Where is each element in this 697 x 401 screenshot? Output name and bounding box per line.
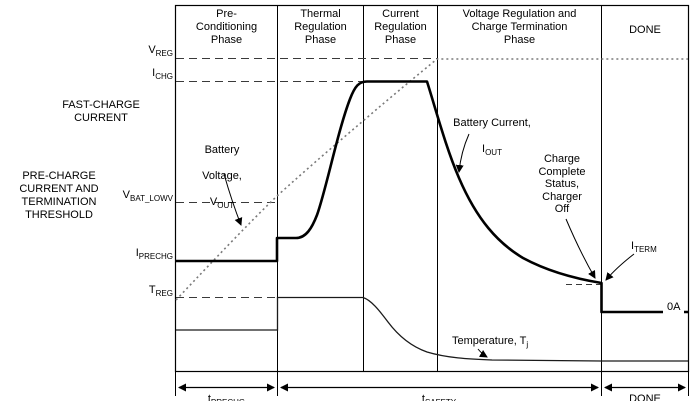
tprechg-symbol: t: [207, 393, 211, 401]
phase-header-done: DONE: [629, 24, 661, 36]
battery-current-pointer-arrow: [455, 133, 470, 173]
charge-complete-label: Charge Complete Status, Charger Off: [538, 153, 586, 215]
vbatlowv-subscript: BAT_LOWV: [130, 194, 173, 204]
tsafety-symbol: t: [421, 393, 425, 401]
phase-header-current-regulation: Current Regulation Phase: [374, 8, 427, 46]
iprechg-subscript: PRECHG: [138, 252, 173, 262]
iterm-label: ITERM: [631, 240, 657, 255]
tprechg-label: tPRECHG: [176, 380, 277, 401]
treg-symbol: T: [148, 284, 156, 296]
tsafety-text: tSAFETY: [417, 393, 461, 401]
treg-label: TREG: [148, 284, 173, 299]
battery-voltage-line2: Voltage,: [202, 170, 242, 182]
ichg-symbol: I: [152, 67, 156, 79]
tsafety-subscript: SAFETY: [425, 398, 456, 401]
temperature-subscript: j: [526, 340, 529, 350]
done-bottom-label: DONE: [605, 380, 685, 401]
fast-charge-current-label: FAST-CHARGE CURRENT: [62, 99, 140, 124]
battery-voltage-pointer-arrow: [223, 173, 243, 226]
tprechg-text: tPRECHG: [203, 393, 250, 401]
ichg-label: ICHG: [152, 67, 173, 82]
phase-header-thermal-regulation: Thermal Regulation Phase: [294, 8, 347, 46]
iprechg-symbol: I: [135, 247, 139, 259]
temperature-pointer-arrow: [477, 348, 488, 358]
battery-current-label: Battery Current, IOUT: [437, 104, 547, 158]
vbatlowv-symbol: V: [122, 189, 131, 201]
temperature-curve: [176, 296, 688, 362]
treg-subscript: REG: [155, 289, 173, 299]
plot-border: [174, 4, 690, 373]
temperature-label: Temperature, Tj: [452, 335, 529, 350]
vreg-subscript: REG: [155, 49, 173, 59]
vreg-symbol: V: [148, 44, 156, 56]
done-bottom-text: DONE: [625, 393, 665, 401]
battery-voltage-subscript: OUT: [217, 201, 235, 211]
vreg-label: VREG: [148, 44, 173, 59]
vbatlowv-label: VBAT_LOWV: [122, 189, 173, 204]
battery-current-subscript: OUT: [485, 148, 502, 158]
battery-voltage-line1: Battery: [204, 144, 240, 156]
battery-current-line1: Battery Current,: [453, 117, 531, 129]
iterm-pointer-arrow: [605, 253, 635, 281]
battery-voltage-symbol: V: [209, 196, 218, 208]
temperature-text: Temperature, T: [452, 335, 527, 347]
battery-current-symbol: I: [482, 143, 486, 155]
battery-voltage-label: Battery Voltage, VOUT: [187, 131, 257, 211]
battery-current-curve: [176, 80, 688, 314]
tprechg-subscript: PRECHG: [211, 398, 245, 401]
iprechg-label: IPRECHG: [135, 247, 173, 262]
precharge-threshold-label: PRE-CHARGE CURRENT AND TERMINATION THRES…: [19, 170, 99, 221]
phase-header-preconditioning: Pre- Conditioning Phase: [195, 8, 258, 46]
ichg-subscript: CHG: [155, 72, 173, 82]
iterm-subscript: TERM: [634, 245, 657, 255]
tsafety-label: tSAFETY: [389, 380, 489, 401]
zero-amps-label: 0A: [663, 301, 685, 314]
phase-header-voltage-regulation: Voltage Regulation and Charge Terminatio…: [462, 8, 577, 46]
charge-complete-pointer-arrow: [565, 218, 596, 279]
iterm-symbol: I: [631, 240, 635, 252]
